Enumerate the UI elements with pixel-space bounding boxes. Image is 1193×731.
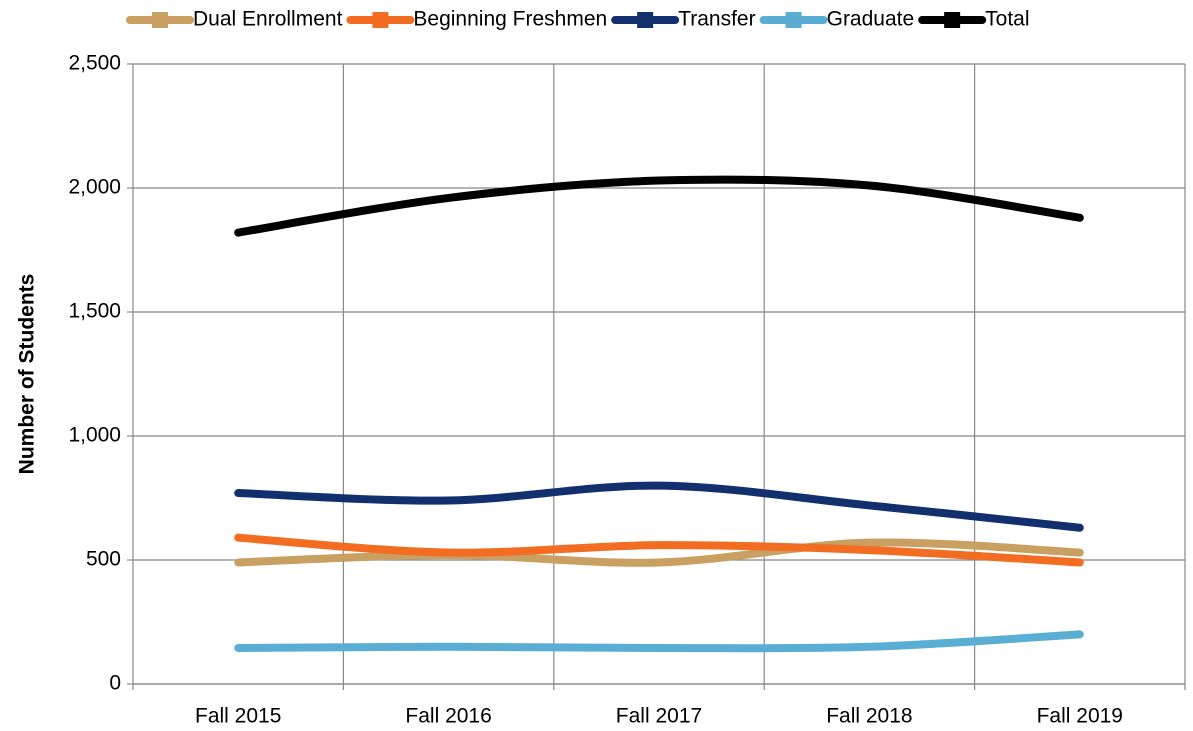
x-tick-label: Fall 2015 xyxy=(195,705,281,728)
series-line xyxy=(234,481,1084,532)
series-line xyxy=(234,175,1084,237)
y-tick-label: 500 xyxy=(86,548,121,571)
legend-marker xyxy=(152,12,168,28)
legend-marker xyxy=(785,12,802,28)
series-line xyxy=(234,630,1084,653)
legend-label: Dual Enrollment xyxy=(193,8,343,31)
x-tick-label: Fall 2017 xyxy=(616,705,702,728)
x-tick-label: Fall 2019 xyxy=(1037,705,1123,728)
legend-marker xyxy=(637,12,654,28)
legend-marker xyxy=(944,12,961,28)
legend-marker xyxy=(372,12,389,28)
y-tick-label: 2,000 xyxy=(68,176,121,199)
y-tick-label: 1,500 xyxy=(68,300,121,323)
series-line xyxy=(234,538,1084,567)
y-tick-label: 2,500 xyxy=(68,52,121,75)
x-tick-label: Fall 2016 xyxy=(405,705,491,728)
y-tick-label: 1,000 xyxy=(68,424,121,447)
y-tick-label: 0 xyxy=(109,672,121,695)
series-line xyxy=(234,533,1084,567)
legend-label: Graduate xyxy=(827,8,915,31)
legend-label: Transfer xyxy=(678,8,755,31)
legend-label: Beginning Freshmen xyxy=(413,8,607,31)
x-tick-label: Fall 2018 xyxy=(826,705,912,728)
legend-label: Total xyxy=(985,8,1029,31)
y-axis-label: Number of Students xyxy=(16,274,39,475)
